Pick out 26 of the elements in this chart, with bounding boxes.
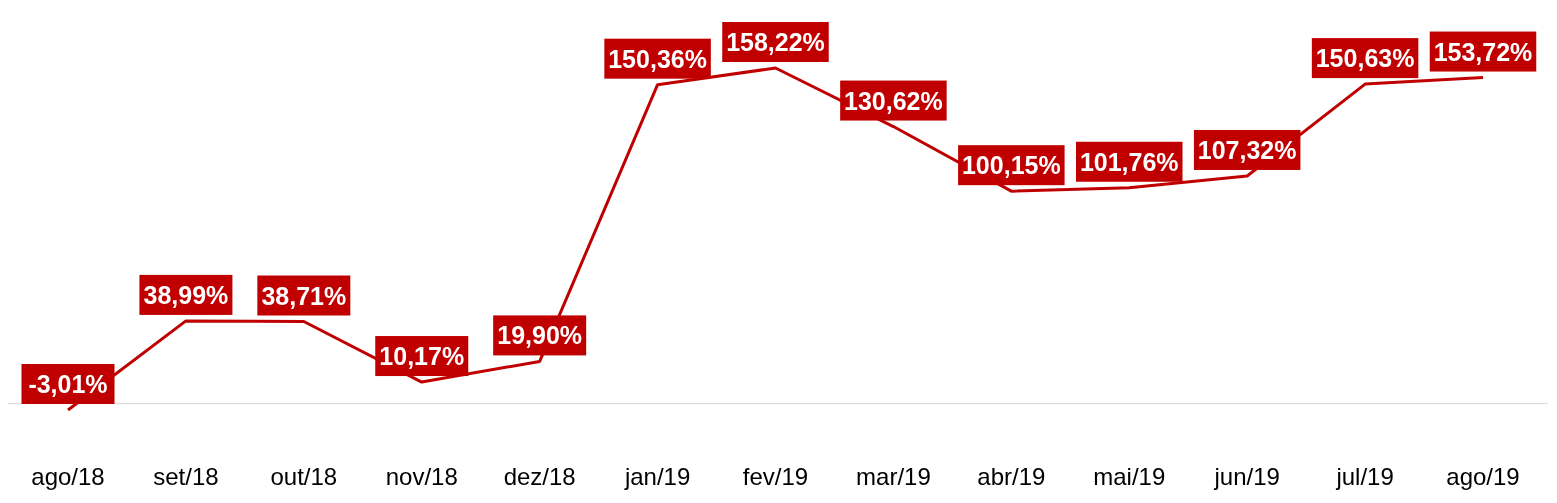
x-tick-label: fev/19 — [742, 463, 809, 490]
data-label: 130,62% — [844, 86, 943, 115]
x-tick-label: set/18 — [153, 463, 219, 490]
data-label: 153,72% — [1433, 37, 1533, 66]
x-tick-label: ago/19 — [1446, 463, 1520, 490]
data-label: 158,22% — [726, 28, 825, 56]
data-label: -3,01% — [28, 370, 108, 398]
x-tick-label: dez/18 — [503, 463, 576, 490]
x-tick-label: jul/19 — [1335, 463, 1394, 490]
x-tick-label: abr/19 — [977, 463, 1046, 490]
data-label: 150,36% — [608, 44, 707, 73]
data-label: 101,76% — [1079, 147, 1179, 176]
data-label: 107,32% — [1197, 135, 1297, 164]
x-tick-label: ago/18 — [31, 463, 105, 490]
x-tick-label: mar/19 — [856, 463, 931, 490]
x-tick-label: jun/19 — [1213, 463, 1280, 490]
data-label: 38,71% — [261, 281, 347, 310]
data-label: 10,17% — [379, 342, 465, 371]
data-label: 19,90% — [497, 321, 583, 350]
data-label: 150,63% — [1315, 44, 1415, 73]
x-tick-label: out/18 — [270, 463, 338, 490]
data-label: 38,99% — [143, 280, 229, 309]
x-tick-label: jan/19 — [623, 463, 691, 490]
x-tick-label: nov/18 — [385, 463, 458, 490]
data-label: 100,15% — [961, 151, 1061, 180]
x-tick-label: mai/19 — [1093, 463, 1166, 490]
